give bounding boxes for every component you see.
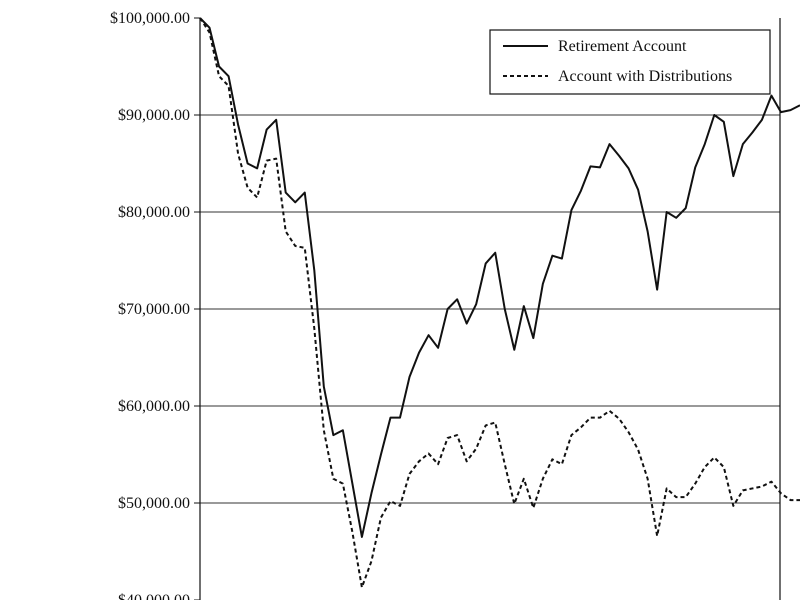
y-tick-label: $60,000.00 [118, 398, 190, 415]
legend-label-retirement-account: Retirement Account [558, 38, 687, 55]
y-axis-ticks: $100,000.00 $90,000.00 $80,000.00 $70,000.0… [110, 10, 200, 600]
y-tick-label: $50,000.00 [118, 495, 190, 512]
y-tick-label: $90,000.00 [118, 107, 190, 124]
legend-box [489, 29, 771, 95]
y-tick-label: $100,000.00 [110, 10, 190, 27]
gridlines [200, 114, 780, 504]
y-tick-label: $80,000.00 [118, 204, 190, 221]
legend-label-account-with-distributions: Account with Distributions [558, 68, 732, 85]
series-lines [199, 17, 800, 589]
legend: Retirement Account Account with Distribu… [489, 29, 771, 95]
series-line-account-with-distributions [199, 17, 800, 589]
y-tick-label: $40,000.00 [118, 592, 190, 600]
series-line-retirement-account [199, 17, 800, 538]
y-tick-label: $70,000.00 [118, 301, 190, 318]
